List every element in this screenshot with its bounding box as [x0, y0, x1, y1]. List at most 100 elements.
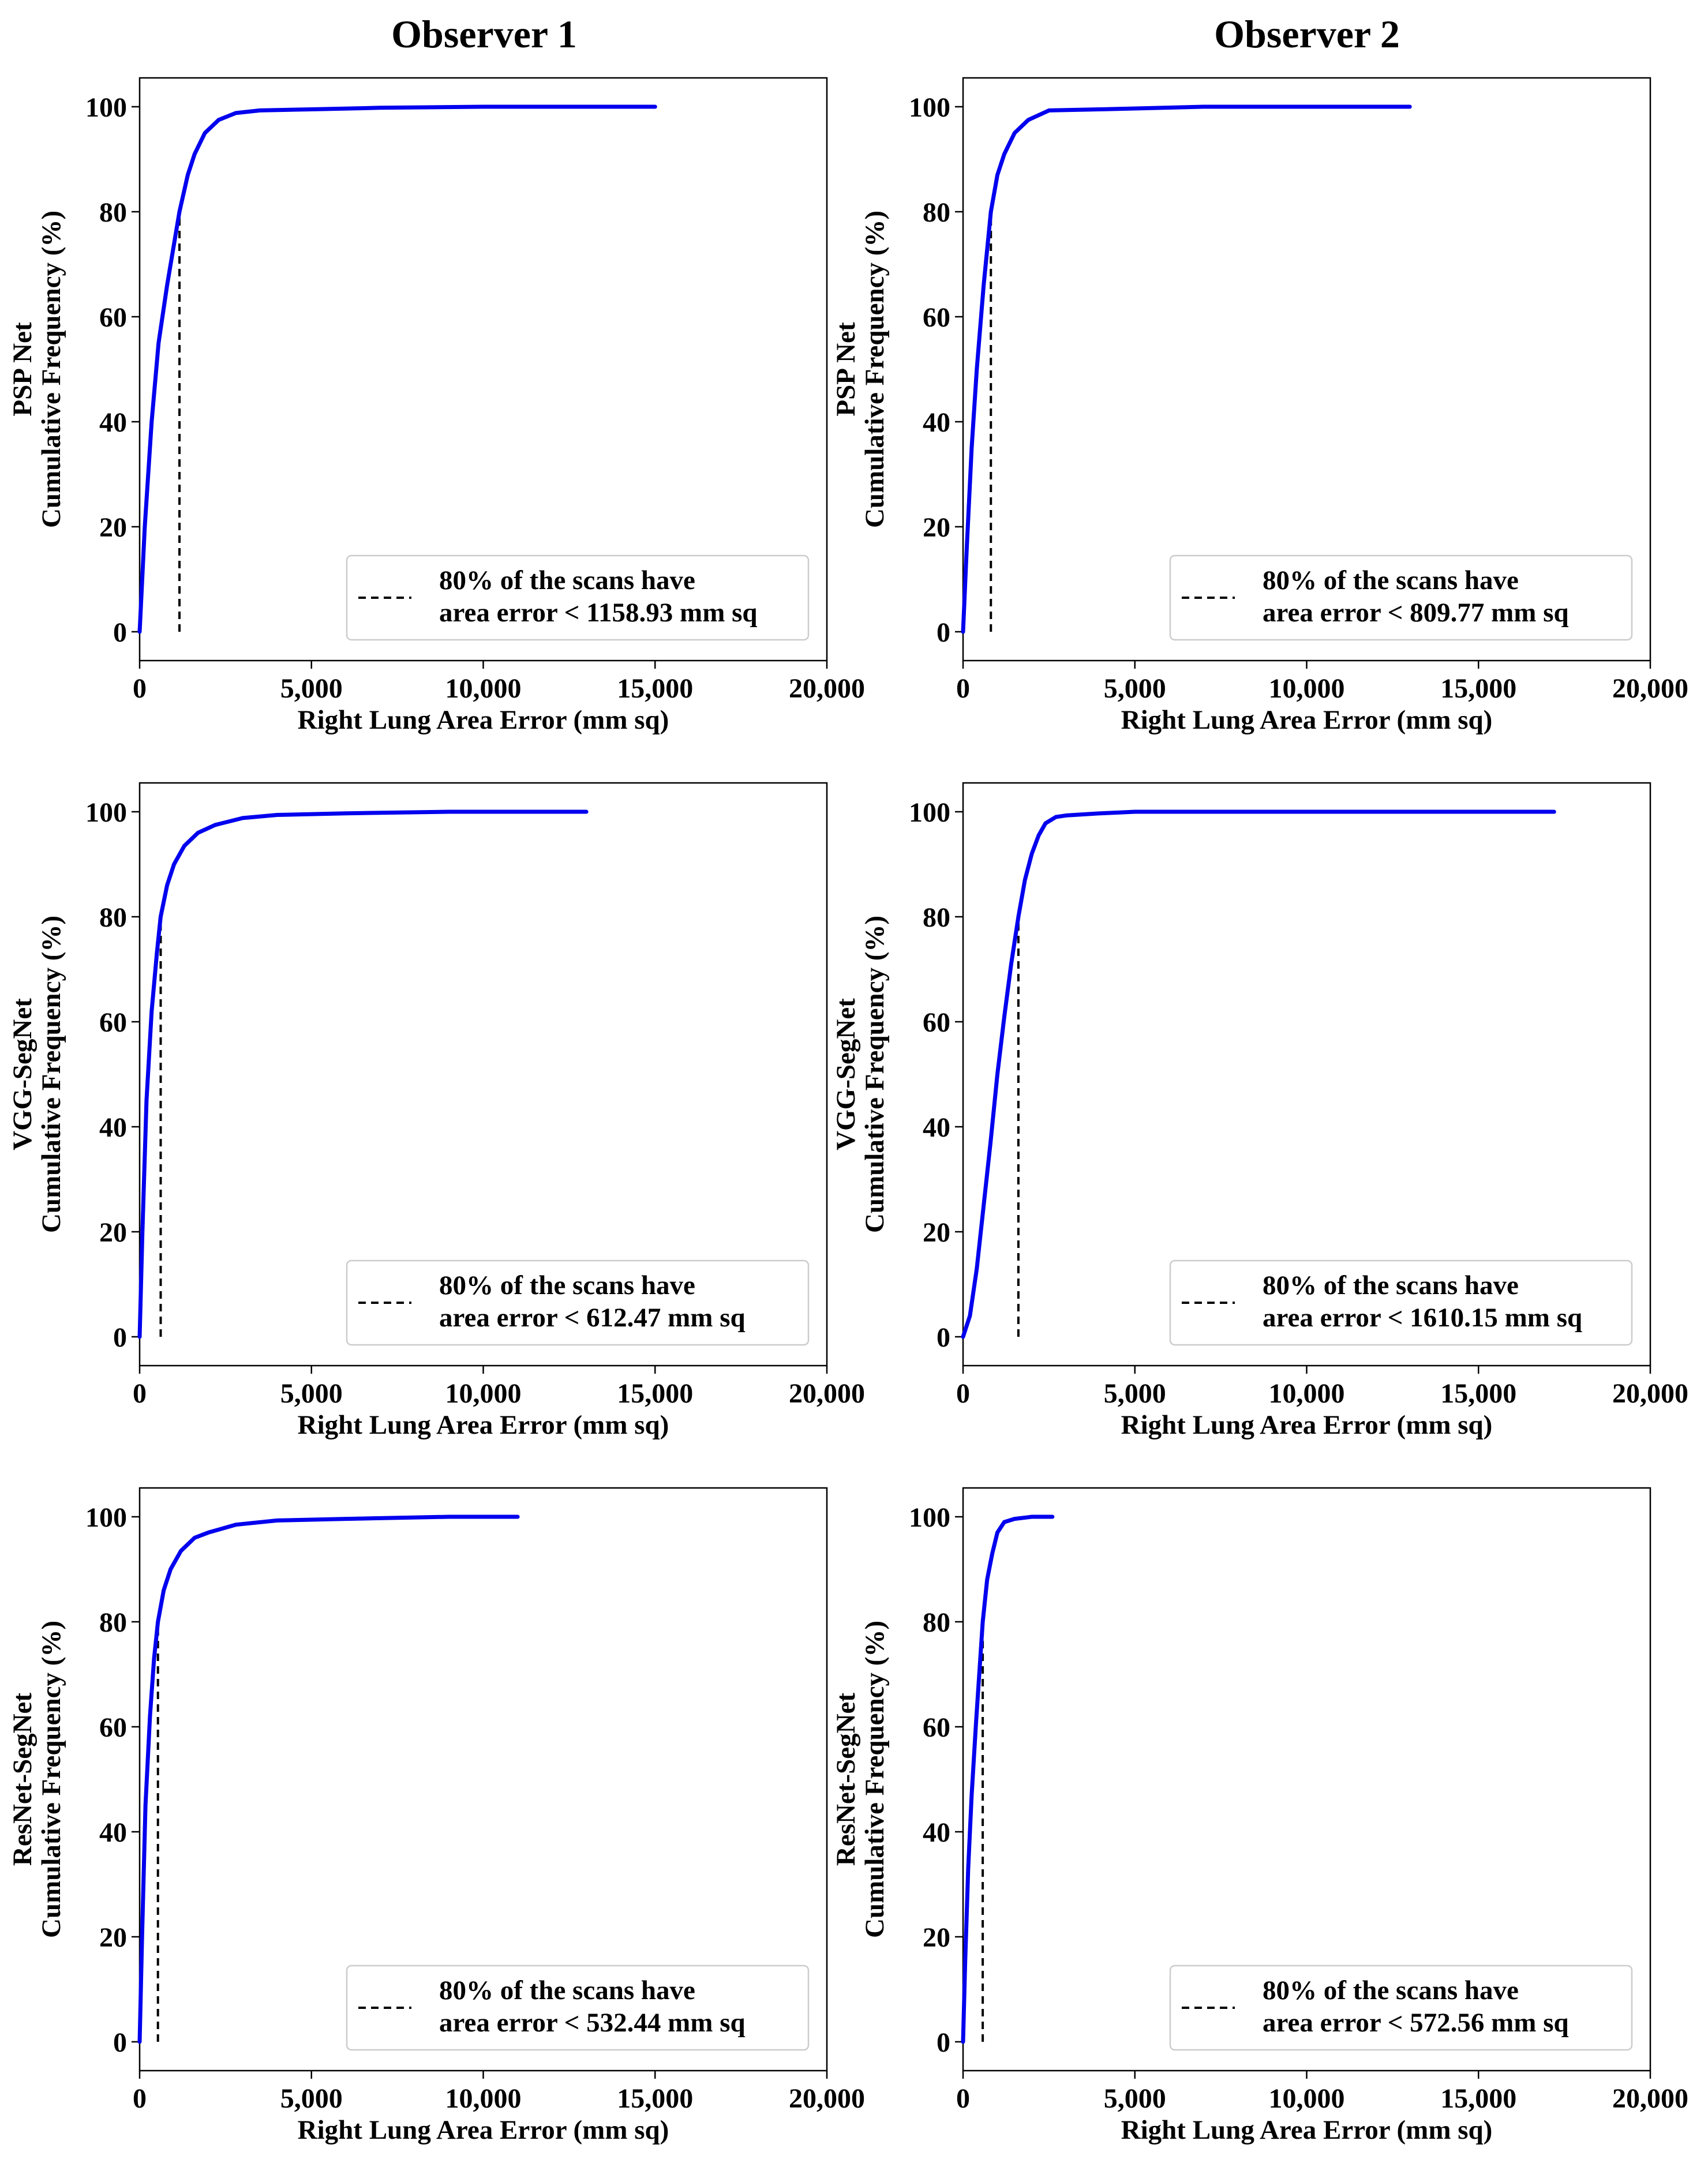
y-axis-label: Cumulative Frequency (%) — [36, 1621, 66, 1938]
y-axis-label: Cumulative Frequency (%) — [860, 1621, 890, 1938]
x-tick-label: 0 — [956, 2083, 970, 2114]
y-tick-label: 40 — [923, 1817, 950, 1848]
y-axis-label: Cumulative Frequency (%) — [36, 211, 66, 528]
y-tick-label: 20 — [923, 512, 950, 543]
y-axis-model-label: PSP Net — [8, 322, 38, 417]
legend-box — [1169, 554, 1633, 641]
legend-line-1: 80% of the scans have — [1263, 1975, 1519, 2005]
legend-box — [346, 554, 810, 641]
y-axis-label: Cumulative Frequency (%) — [36, 916, 66, 1233]
y-tick-label: 20 — [923, 1217, 950, 1248]
chart-panel-observer-2-resnet-segnet: 0 5,000 10,000 15,000 20,000 0 20 40 60 80 100 Righ… — [831, 1487, 1688, 2145]
y-tick-label: 80 — [99, 197, 127, 228]
y-tick-label: 20 — [99, 1922, 127, 1953]
x-tick-label: 0 — [133, 1378, 147, 1409]
y-tick-label: 60 — [99, 1007, 127, 1038]
y-tick-label: 40 — [99, 407, 127, 438]
legend-line-1: 80% of the scans have — [1263, 1270, 1519, 1300]
x-tick-label: 10,000 — [1269, 673, 1345, 704]
panels: 0 5,000 10,000 15,000 20,000 0 20 40 60 80 100 Righ… — [8, 77, 1688, 2145]
legend-line-2: area error < 532.44 mm sq — [439, 2008, 746, 2038]
legend-line-2: area error < 572.56 mm sq — [1263, 2008, 1569, 2038]
x-tick-label: 15,000 — [1440, 1378, 1516, 1409]
x-tick-label: 0 — [133, 673, 147, 704]
x-tick-label: 10,000 — [445, 673, 522, 704]
y-tick-label: 40 — [923, 407, 950, 438]
x-axis-label: Right Lung Area Error (mm sq) — [298, 705, 669, 735]
y-tick-label: 20 — [99, 1217, 127, 1248]
y-tick-label: 40 — [99, 1817, 127, 1848]
y-tick-label: 100 — [85, 797, 127, 828]
x-tick-label: 5,000 — [1104, 1378, 1166, 1409]
cumulative-curve — [961, 104, 1412, 634]
x-tick-label: 15,000 — [617, 1378, 693, 1409]
y-tick-label: 60 — [923, 302, 950, 333]
legend-box — [1169, 1259, 1633, 1346]
x-tick-label: 10,000 — [1269, 1378, 1345, 1409]
legend-line-2: area error < 1158.93 mm sq — [439, 598, 758, 628]
y-tick-label: 0 — [113, 2027, 127, 2058]
cumulative-curve — [137, 1514, 520, 2044]
legend-box — [346, 1259, 810, 1346]
y-tick-label: 100 — [909, 1502, 950, 1533]
column-title-observer-2: Observer 2 — [1214, 12, 1400, 56]
x-tick-label: 20,000 — [789, 2083, 865, 2114]
y-axis-model-label: ResNet-SegNet — [831, 1693, 861, 1866]
y-tick-label: 60 — [923, 1007, 950, 1038]
x-tick-label: 0 — [956, 673, 970, 704]
x-tick-label: 0 — [133, 2083, 147, 2114]
x-axis-label: Right Lung Area Error (mm sq) — [1121, 1410, 1493, 1440]
x-tick-label: 15,000 — [617, 2083, 693, 2114]
x-tick-label: 20,000 — [789, 1378, 865, 1409]
x-tick-label: 5,000 — [1104, 673, 1166, 704]
y-tick-label: 20 — [923, 1922, 950, 1953]
x-tick-label: 10,000 — [445, 2083, 522, 2114]
x-tick-label: 10,000 — [445, 1378, 522, 1409]
y-tick-label: 40 — [99, 1112, 127, 1143]
y-axis-model-label: ResNet-SegNet — [8, 1693, 38, 1866]
x-axis-label: Right Lung Area Error (mm sq) — [298, 1410, 669, 1440]
y-axis-model-label: VGG-SegNet — [831, 998, 861, 1150]
y-tick-label: 80 — [923, 1607, 950, 1638]
chart-panel-observer-2-psp-net: 0 5,000 10,000 15,000 20,000 0 20 40 60 80 100 Righ… — [831, 77, 1688, 735]
y-tick-label: 60 — [99, 1712, 127, 1743]
x-tick-label: 20,000 — [1612, 2083, 1688, 2114]
y-tick-label: 100 — [85, 92, 127, 123]
x-tick-label: 20,000 — [1612, 673, 1688, 704]
x-tick-label: 15,000 — [617, 673, 693, 704]
y-tick-label: 0 — [937, 617, 950, 648]
y-tick-label: 0 — [937, 2027, 950, 2058]
chart-panel-observer-1-vgg-segnet: 0 5,000 10,000 15,000 20,000 0 20 40 60 80 100 Righ… — [8, 782, 865, 1440]
x-tick-label: 20,000 — [1612, 1378, 1688, 1409]
legend-line-1: 80% of the scans have — [439, 565, 695, 595]
y-tick-label: 80 — [99, 1607, 127, 1638]
legend-box — [346, 1964, 810, 2051]
legend-line-2: area error < 809.77 mm sq — [1263, 598, 1569, 628]
legend-box — [1169, 1964, 1633, 2051]
y-tick-label: 60 — [923, 1712, 950, 1743]
cumulative-curve — [137, 809, 589, 1339]
y-axis-model-label: VGG-SegNet — [8, 998, 38, 1150]
x-tick-label: 5,000 — [1104, 2083, 1166, 2114]
legend-line-2: area error < 1610.15 mm sq — [1263, 1303, 1582, 1333]
legend-line-2: area error < 612.47 mm sq — [439, 1303, 746, 1333]
x-axis-label: Right Lung Area Error (mm sq) — [1121, 705, 1493, 735]
y-tick-label: 80 — [99, 902, 127, 933]
y-axis-model-label: PSP Net — [831, 322, 861, 417]
y-tick-label: 80 — [923, 902, 950, 933]
y-tick-label: 0 — [113, 1322, 127, 1353]
x-tick-label: 5,000 — [280, 2083, 343, 2114]
x-tick-label: 0 — [956, 1378, 970, 1409]
cumulative-curve — [961, 809, 1556, 1339]
y-tick-label: 100 — [909, 92, 950, 123]
column-title-observer-1: Observer 1 — [391, 12, 577, 56]
x-tick-label: 15,000 — [1440, 673, 1516, 704]
x-axis-label: Right Lung Area Error (mm sq) — [298, 2115, 669, 2145]
x-tick-label: 20,000 — [789, 673, 865, 704]
x-tick-label: 5,000 — [280, 1378, 343, 1409]
x-tick-label: 15,000 — [1440, 2083, 1516, 2114]
